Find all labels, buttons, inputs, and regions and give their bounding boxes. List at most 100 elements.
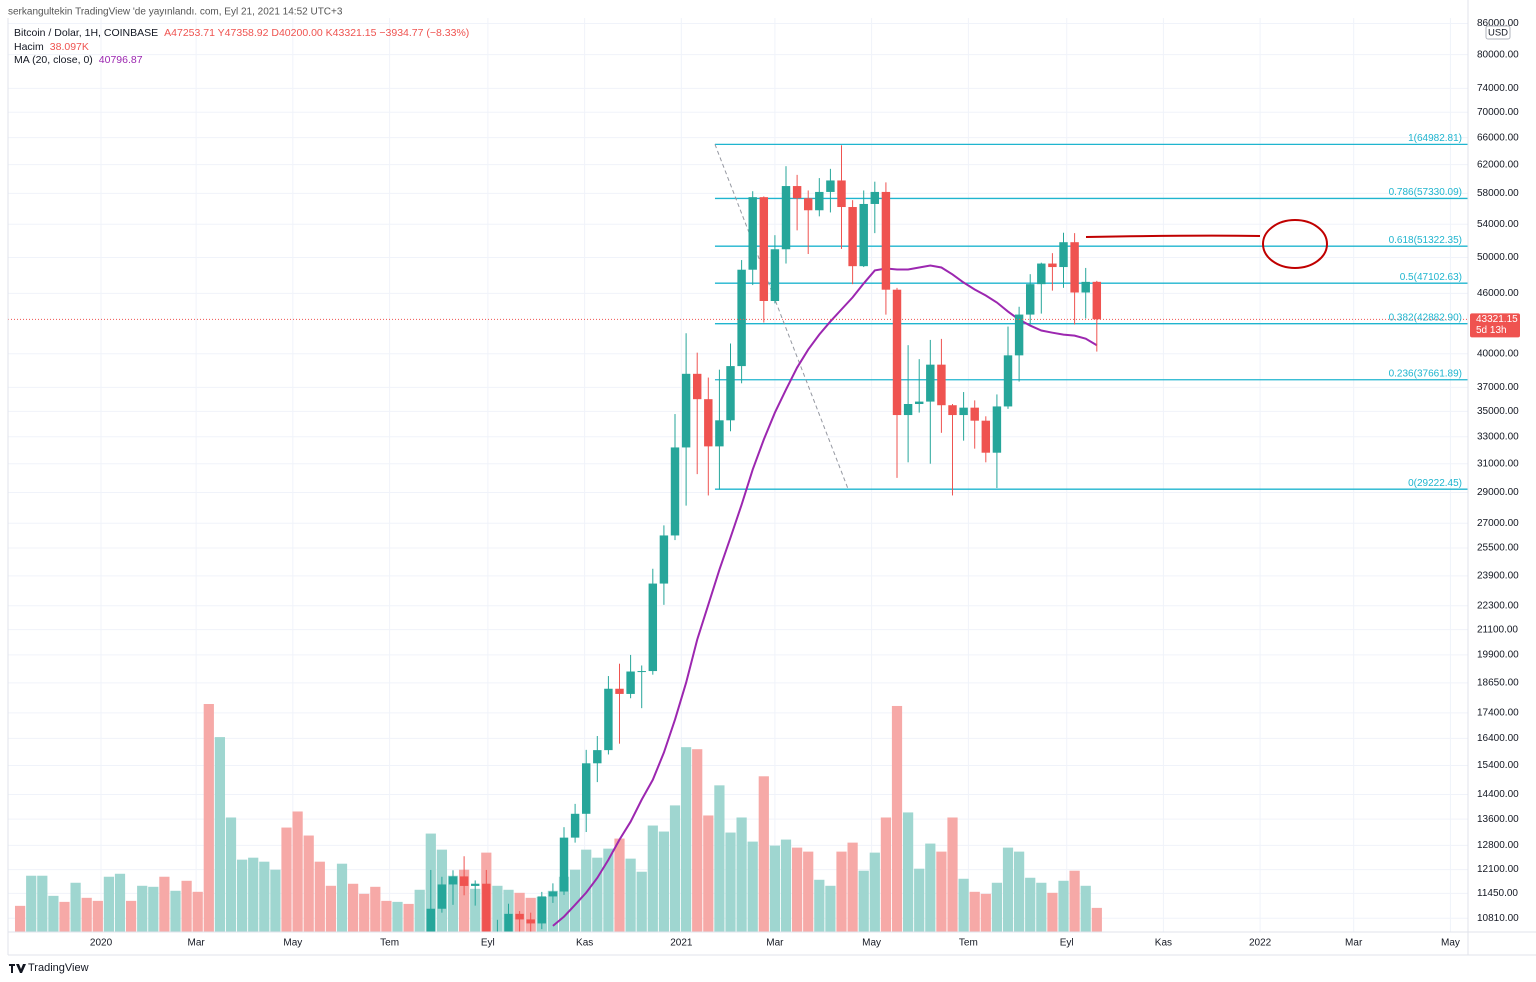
volume-bar [403,903,414,932]
volume-bar [836,851,847,932]
volume-bar [647,825,658,932]
volume-bar [414,889,425,932]
y-tick-label: 74000.00 [1477,83,1519,94]
x-tick-label: Kas [1155,938,1172,949]
y-tick-label: 27000.00 [1477,518,1519,529]
volume-bar [903,812,914,932]
candle-body [770,249,780,301]
candle-body [1003,355,1013,407]
y-tick-label: 25500.00 [1477,543,1519,554]
volume-bar [725,832,736,932]
candle-body [848,207,857,267]
volume-bar [225,817,237,932]
x-tick-label: 2021 [670,938,693,949]
y-tick-label: 66000.00 [1477,132,1519,143]
ma-line [552,264,1098,927]
volume-bar [492,885,503,932]
x-tick-label: May [862,938,881,949]
candle-body [570,813,580,838]
volume-bar [980,893,991,932]
fib-trend-line [714,144,849,490]
y-tick-label: 11450.00 [1477,888,1518,899]
volume-bar [1091,907,1102,932]
volume-bar [592,857,603,932]
candle-body [970,407,979,421]
x-tick-label: Kas [576,938,593,949]
candle-body [548,891,558,897]
volume-bar [703,815,714,932]
last-price-box [1470,313,1520,338]
volume-bar [969,891,980,932]
volume-bar [936,851,947,932]
x-tick-label: 2020 [90,938,113,949]
candle-body [593,750,602,764]
volume-bar [114,873,126,932]
volume-bar [470,888,481,932]
candle-body [726,366,735,421]
volume-bar [947,817,958,932]
volume-bar [1047,892,1058,932]
ma-legend-value: 40796.87 [99,54,143,66]
volume-bar [70,882,81,932]
candle-body [981,420,991,453]
volume-bar [359,893,370,932]
footer-text: TradingView [28,962,89,974]
volume-bar [792,847,803,932]
volume-bar [81,897,92,932]
candle-body [559,837,569,892]
y-tick-label: 46000.00 [1477,288,1519,299]
currency-box [1485,25,1511,40]
y-tick-label: 54000.00 [1477,219,1519,230]
volume-bar [270,869,281,932]
y-tick-label: 10810.00 [1477,913,1519,924]
volume-bar [991,882,1003,932]
candle-body [837,180,846,208]
candle-body [681,373,691,448]
y-tick-label: 80000.00 [1477,49,1519,60]
candle-body [482,883,491,932]
y-tick-label: 58000.00 [1477,188,1519,199]
volume-legend-name: Hacim [14,41,44,53]
y-tick-label: 70000.00 [1477,107,1519,118]
candle-body [781,186,791,250]
fib-level-label: 0.5(47102.63) [1400,272,1462,283]
volume-bar [381,900,392,932]
y-tick-label: 21100.00 [1477,624,1518,635]
candle-body [926,364,935,402]
volume-bar [814,879,825,932]
volume-bar [758,776,769,932]
volume-bar [159,876,170,932]
volume-bar [780,839,792,932]
y-tick-label: 14400.00 [1477,789,1519,800]
volume-bar [236,859,248,932]
footer-logo [9,964,26,973]
volume-bar [125,900,137,932]
volume-bar [26,875,37,932]
volume-bar [314,861,325,932]
volume-bar [692,749,703,932]
y-tick-label: 23900.00 [1477,571,1519,582]
volume-bar [170,890,181,932]
volume-bar [925,843,936,932]
candle-body [515,913,524,920]
candle-body [448,876,458,885]
chart-title: Bitcoin / Dolar, 1H, COINBASE [14,27,158,39]
volume-bar [714,785,725,932]
volume-bar [148,886,159,932]
candle-body [704,399,713,447]
candle-body [1081,281,1090,293]
ma-legend-name: MA (20, close, 0) [14,54,93,66]
y-tick-label: 50000.00 [1477,252,1519,263]
volume-bar [1036,882,1047,932]
candle-body [903,404,913,416]
annotation-line [1085,234,1261,238]
y-tick-label: 13600.00 [1477,814,1519,825]
volume-bar [203,704,214,932]
volume-bar [869,852,880,932]
candle-body [759,197,769,301]
y-tick-label: 15400.00 [1477,760,1519,771]
volume-bar [1025,877,1036,932]
volume-bar [103,876,115,932]
volume-bar [1014,851,1025,932]
